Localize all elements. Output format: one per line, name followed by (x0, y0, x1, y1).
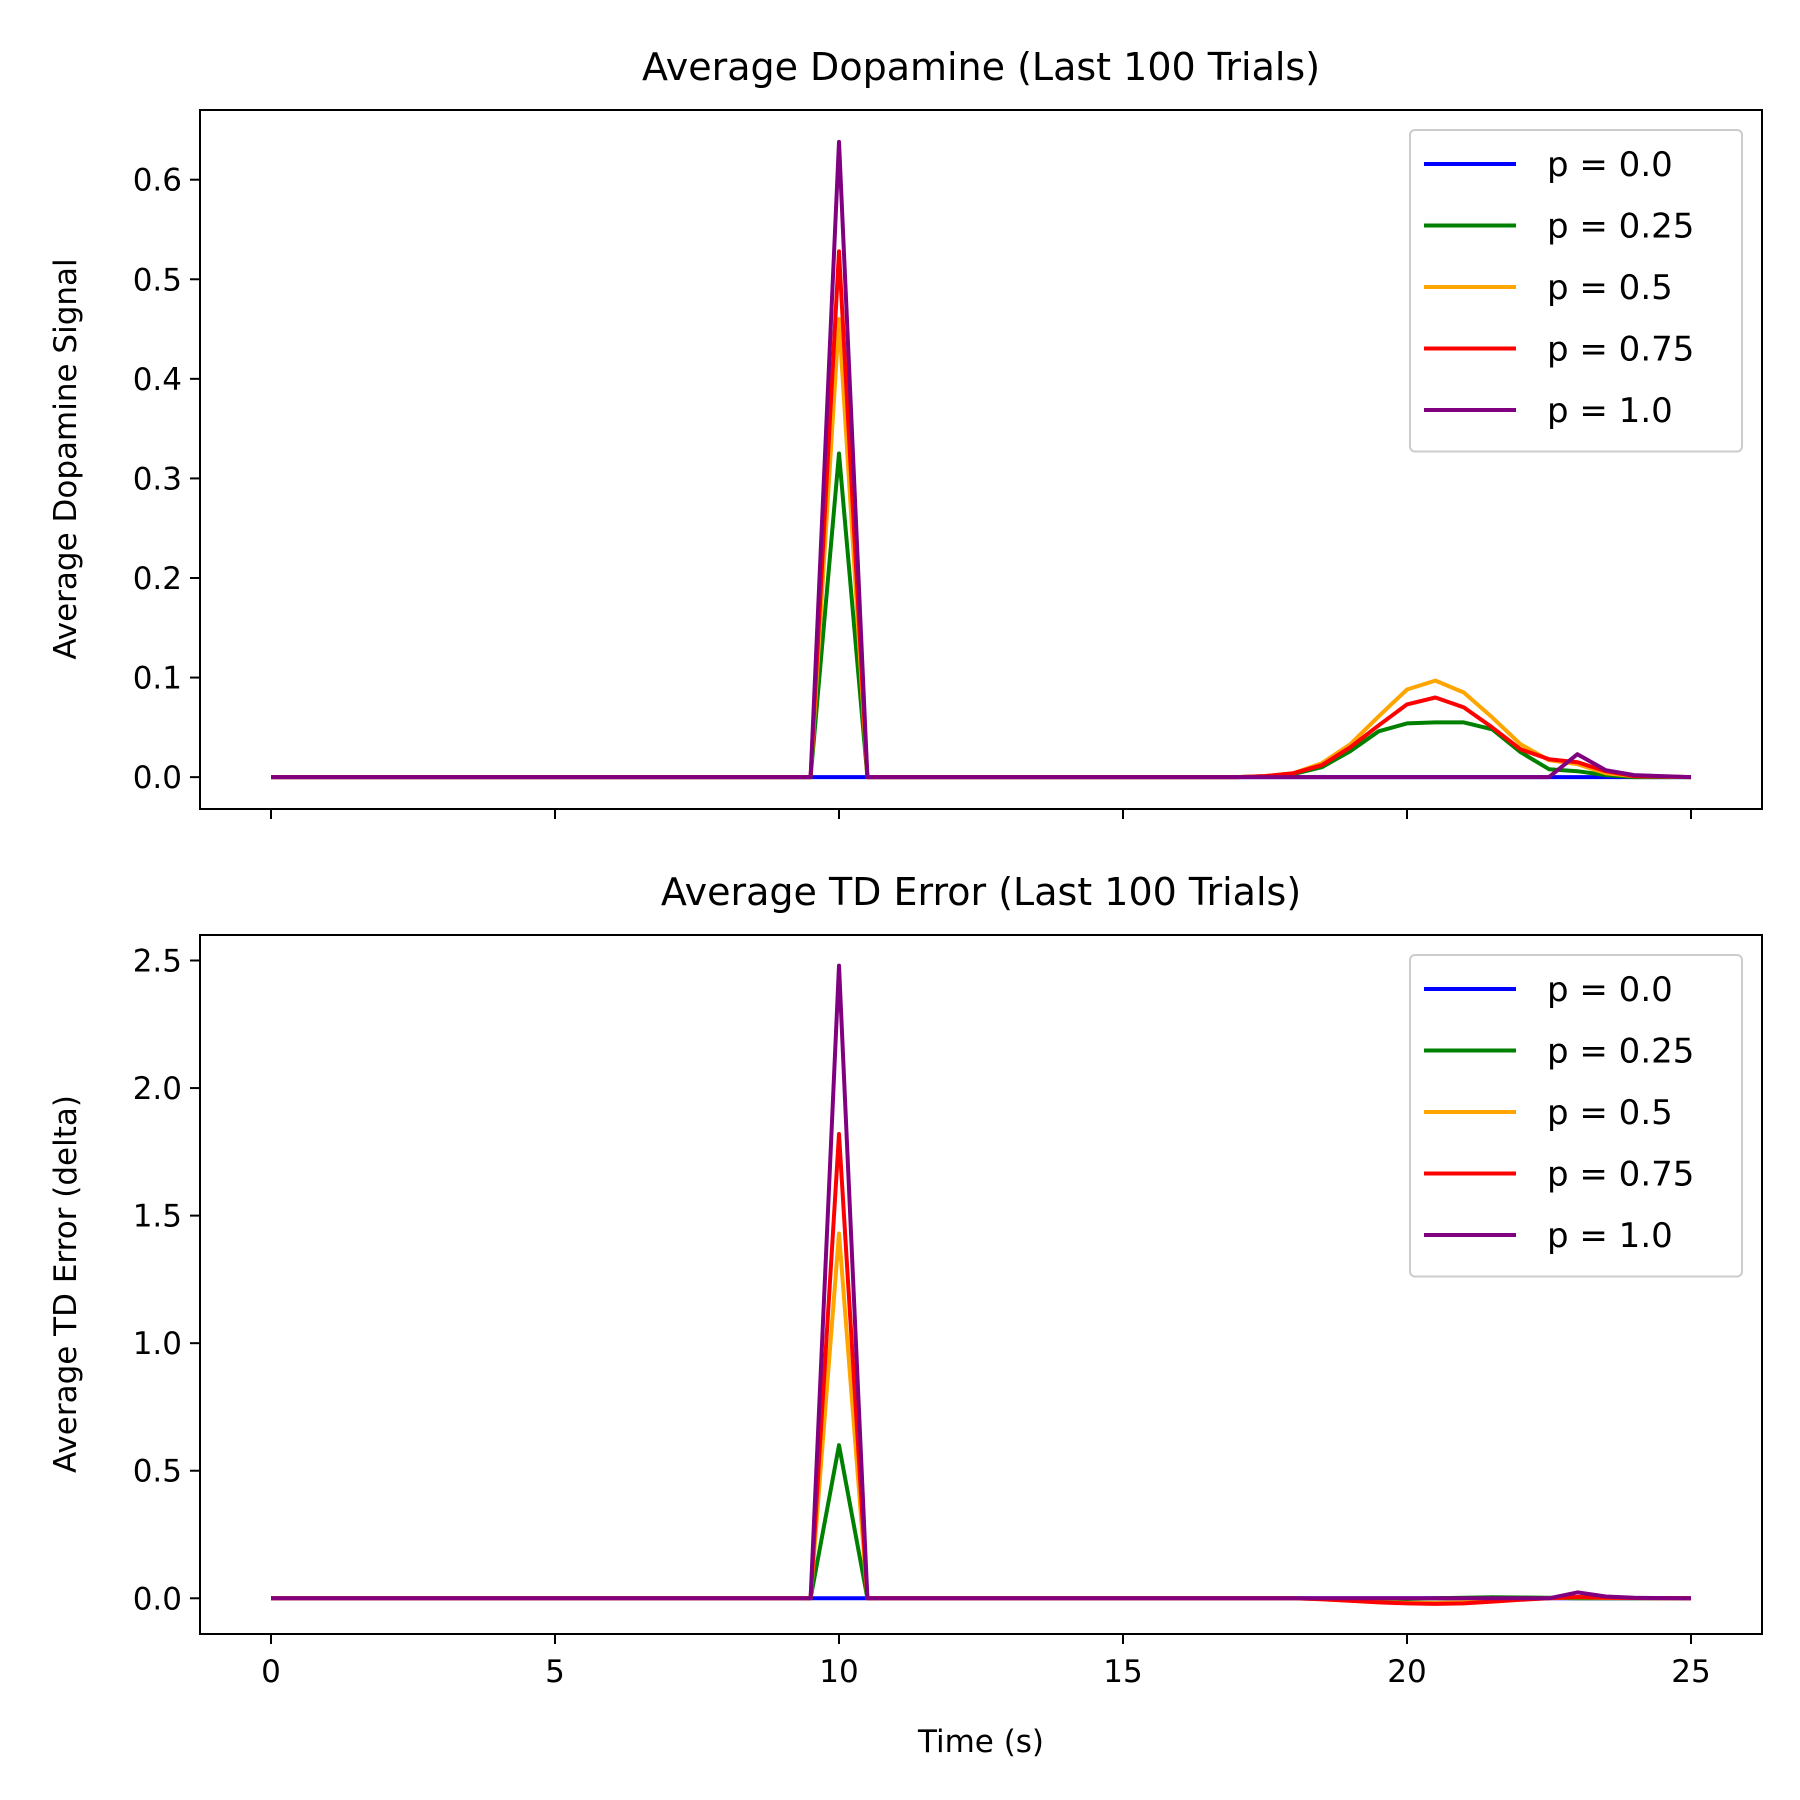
td-error-x-tick-label: 15 (1103, 1654, 1142, 1690)
td-error-panel: Average TD Error (Last 100 Trials) Avera… (48, 870, 1763, 1760)
td-error-y-tick-label: 0.5 (133, 1454, 182, 1490)
td-error-legend-label: p = 1.0 (1547, 1216, 1673, 1256)
dopamine-y-tick-label: 0.2 (133, 561, 182, 597)
td-error-legend-label: p = 0.75 (1547, 1155, 1694, 1195)
td-error-legend-box (1409, 954, 1743, 1278)
td-error-x-tick-label: 10 (819, 1654, 858, 1690)
dopamine-axis-ticks: 0.0 0.1 0.2 0.3 0.4 0.5 0.6 (133, 163, 1692, 819)
td-error-legend-label: p = 0.5 (1547, 1093, 1673, 1133)
td-error-x-tick-label: 25 (1671, 1654, 1710, 1690)
dopamine-legend-box (1409, 129, 1743, 453)
dopamine-legend-label: p = 0.25 (1547, 207, 1694, 247)
td-error-y-tick-label: 1.0 (133, 1326, 182, 1362)
td-error-y-tick-label: 2.5 (133, 944, 182, 980)
td-error-y-tick-label: 1.5 (133, 1199, 182, 1235)
dopamine-y-tick-label: 0.6 (133, 163, 182, 199)
td-error-series-lines (271, 963, 1692, 1606)
td-error-legend-label: p = 0.25 (1547, 1032, 1694, 1072)
dopamine-series-lines (271, 139, 1692, 780)
dopamine-y-tick-label: 0.5 (133, 262, 182, 298)
dopamine-series-line-4 (271, 139, 1692, 780)
td-error-y-axis-label: Average TD Error (delta) (48, 1095, 84, 1473)
td-error-plot-frame (199, 934, 1763, 1635)
td-error-x-tick-label: 5 (545, 1654, 565, 1690)
td-error-x-tick-label: 20 (1387, 1654, 1426, 1690)
dopamine-chart-title: Average Dopamine (Last 100 Trials) (642, 45, 1320, 89)
dopamine-legend-label: p = 0.0 (1547, 145, 1673, 185)
dopamine-legend-label: p = 0.5 (1547, 268, 1673, 308)
dopamine-legend: p = 0.0 p = 0.25 p = 0.5 p = 0.75 p = 1.0 (1409, 129, 1743, 453)
dopamine-y-tick-label: 0.3 (133, 461, 182, 497)
dopamine-y-tick-label: 0.0 (133, 760, 182, 796)
dopamine-legend-label: p = 1.0 (1547, 391, 1673, 431)
td-error-y-tick-label: 2.0 (133, 1071, 182, 1107)
td-error-legend: p = 0.0 p = 0.25 p = 0.5 p = 0.75 p = 1.0 (1409, 954, 1743, 1278)
td-error-x-axis-label: Time (s) (917, 1724, 1044, 1760)
dopamine-legend-label: p = 0.75 (1547, 330, 1694, 370)
dopamine-plot-frame (199, 109, 1763, 810)
td-error-series-line-4 (271, 963, 1692, 1601)
td-error-legend-label: p = 0.0 (1547, 970, 1673, 1010)
td-error-y-tick-label: 0.0 (133, 1581, 182, 1617)
dopamine-y-axis-label: Average Dopamine Signal (48, 258, 84, 659)
dopamine-y-tick-label: 0.1 (133, 661, 182, 697)
td-error-chart-title: Average TD Error (Last 100 Trials) (661, 870, 1301, 914)
td-error-x-tick-label: 0 (261, 1654, 281, 1690)
td-error-axis-ticks: 0 5 10 15 20 25 0.0 0.5 1.0 1.5 2.0 2.5 (133, 944, 1711, 1690)
dopamine-panel: Average Dopamine (Last 100 Trials) Avera… (48, 45, 1763, 819)
dopamine-y-tick-label: 0.4 (133, 362, 182, 398)
